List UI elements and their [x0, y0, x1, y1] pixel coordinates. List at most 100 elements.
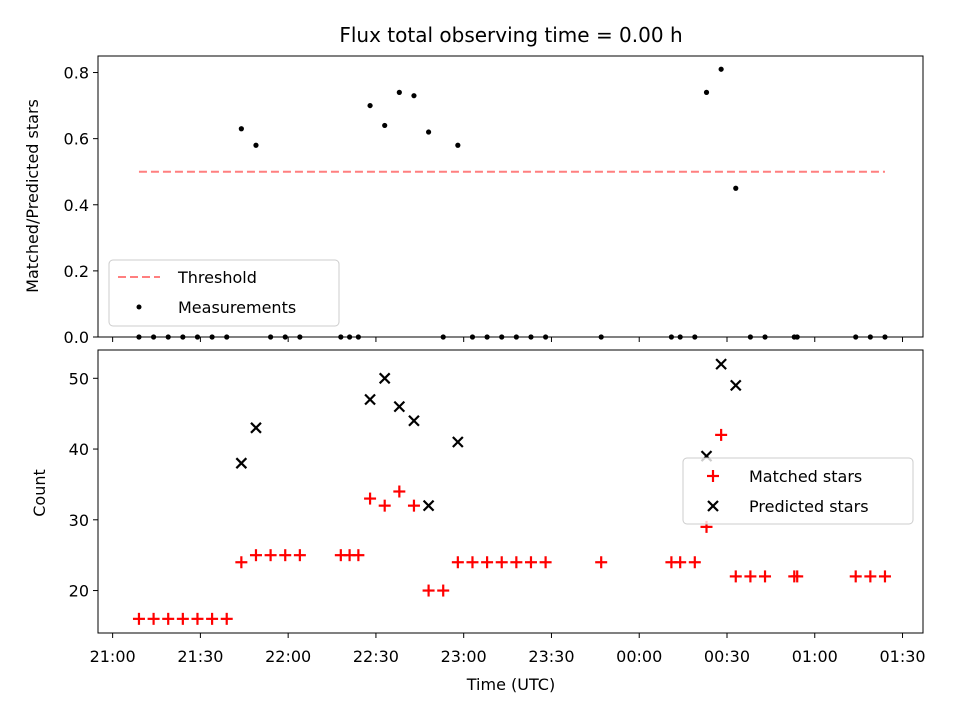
top-plot: 0.0 0.2 0.4 0.6 0.8	[64, 55, 924, 347]
measurement-point	[367, 102, 373, 109]
measurement-point	[396, 89, 402, 95]
legend-matched-swatch	[707, 470, 719, 482]
matched-stars-point	[378, 499, 391, 512]
top-axes-frame	[97, 55, 924, 338]
top-legend-box	[108, 259, 340, 327]
x-tick-label: 21:30	[177, 647, 223, 666]
measurement-point	[224, 334, 230, 340]
measurement-point	[762, 334, 768, 340]
measurement-point	[297, 334, 303, 340]
measurement-point	[677, 334, 683, 340]
measurement-point	[136, 334, 142, 340]
measurement-point	[455, 142, 461, 148]
x-axis-label: Time (UTC)	[466, 675, 555, 694]
measurement-point	[194, 334, 201, 340]
measurement-point	[382, 122, 388, 129]
predicted-stars-point	[452, 436, 464, 448]
chart-title: Flux total observing time = 0.00 h	[339, 23, 682, 47]
x-tick-label: 21:00	[90, 647, 136, 666]
measurement-point	[411, 93, 417, 99]
measurement-point	[238, 126, 244, 132]
measurement-point	[543, 334, 549, 340]
measurement-point	[692, 334, 698, 340]
measurement-point	[882, 334, 888, 340]
measurement-point	[282, 334, 288, 340]
predicted-stars-point	[408, 414, 420, 427]
measurement-point	[355, 334, 361, 340]
measurement-point	[867, 334, 873, 340]
x-tick-label: 01:30	[879, 647, 925, 666]
measurement-point	[253, 142, 259, 148]
matched-stars-point	[364, 492, 377, 505]
bottom-y-tick-label: 20	[69, 582, 89, 601]
top-y-tick-label: 0.0	[64, 328, 89, 347]
top-y-tick-label: 0.4	[64, 196, 89, 215]
measurement-point	[440, 334, 446, 340]
matched-stars-point	[451, 556, 464, 569]
measurement-point	[747, 334, 753, 340]
bottom-legend-box	[682, 457, 914, 525]
matched-stars-point	[162, 612, 175, 625]
predicted-stars-point	[715, 358, 727, 370]
matched-stars-point	[674, 556, 687, 569]
matched-stars-point	[595, 556, 608, 569]
matched-stars-point	[206, 612, 219, 625]
bottom-axes-frame	[97, 349, 924, 634]
measurement-point	[346, 334, 353, 340]
matched-stars-point	[715, 428, 728, 441]
measurement-point	[703, 89, 710, 95]
predicted-stars-point	[393, 400, 406, 413]
measurement-point	[733, 185, 739, 191]
matched-stars-point	[293, 549, 306, 562]
measurement-point	[150, 334, 157, 340]
matched-stars-point	[524, 556, 537, 569]
matched-stars-point	[279, 549, 292, 562]
x-tick-label: 00:00	[616, 647, 662, 666]
bottom-legend: Matched stars Predicted stars	[682, 457, 914, 525]
predicted-stars-point	[729, 379, 742, 392]
measurement-point	[853, 334, 859, 340]
x-tick-label: 22:30	[353, 647, 399, 666]
x-tick-label: 22:00	[265, 647, 311, 666]
top-legend: Threshold Measurements	[108, 259, 340, 327]
legend-predicted-swatch	[707, 500, 719, 512]
measurement-point	[268, 334, 274, 340]
matched-stars-point	[878, 570, 891, 583]
measurement-point	[598, 334, 604, 340]
measurement-point	[668, 334, 675, 340]
measurement-point	[528, 334, 534, 340]
matched-stars-point	[437, 584, 450, 597]
matched-stars-point	[191, 612, 204, 625]
matched-stars-point	[352, 549, 365, 562]
matched-stars-point	[176, 612, 189, 625]
matched-stars-point	[220, 612, 233, 625]
matched-stars-point	[422, 584, 435, 597]
measurement-point	[165, 334, 171, 340]
x-tick-label: 23:30	[528, 647, 574, 666]
legend-predicted-label: Predicted stars	[749, 497, 869, 516]
x-tick-label: 23:00	[441, 647, 487, 666]
measurement-point	[469, 334, 476, 340]
matched-stars-point	[759, 570, 772, 583]
matched-stars-point	[147, 612, 160, 625]
measurement-point	[338, 334, 344, 340]
measurement-point	[718, 66, 724, 72]
bottom-y-tick-label: 50	[69, 369, 89, 388]
matched-stars-point	[249, 549, 262, 562]
matched-stars-point	[864, 570, 877, 583]
matched-stars-point	[264, 549, 277, 562]
matched-stars-point	[510, 556, 523, 569]
measurement-point	[209, 334, 215, 340]
top-y-axis-label: Matched/Predicted stars	[23, 99, 42, 293]
predicted-stars-point	[364, 393, 376, 406]
matched-stars-point	[132, 612, 145, 625]
measurement-point	[180, 334, 186, 340]
matched-stars-point	[791, 570, 804, 583]
matched-stars-point	[729, 570, 742, 583]
x-tick-label: 00:30	[704, 647, 750, 666]
bottom-plot: 20 30 40 50 21:00 21:30 22:00 22:30 23:00 23:30 00…	[69, 349, 926, 666]
bottom-y-tick-label: 40	[69, 440, 89, 459]
measurement-point	[484, 334, 490, 340]
matched-stars-point	[481, 556, 494, 569]
